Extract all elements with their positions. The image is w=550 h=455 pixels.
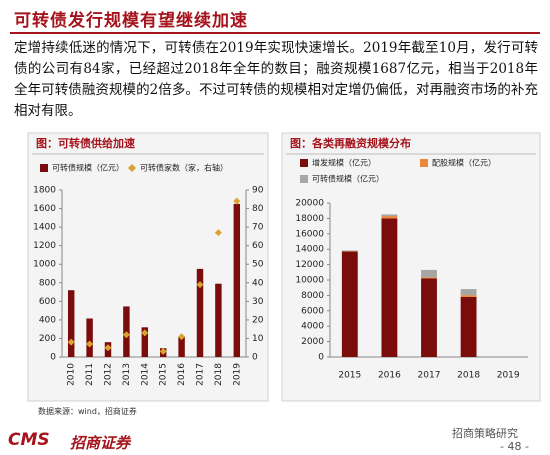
x-tick-label: 2017 xyxy=(196,363,206,386)
y2-tick-label: 20 xyxy=(252,315,264,325)
y2-tick-label: 10 xyxy=(252,334,264,344)
x-tick-label: 2016 xyxy=(378,371,401,381)
x-tick-label: 2011 xyxy=(85,363,95,386)
y-tick-label: 16000 xyxy=(295,229,324,239)
legend-label: 增发规模（亿元） xyxy=(312,158,376,168)
x-tick-label: 2015 xyxy=(159,363,169,386)
x-tick-label: 2017 xyxy=(418,371,441,381)
bar-segment xyxy=(460,296,477,357)
y2-tick-label: 90 xyxy=(252,186,264,196)
y-tick-label: 6000 xyxy=(301,306,324,316)
scatter-point xyxy=(122,331,130,339)
y2-tick-label: 0 xyxy=(252,353,258,363)
bar-segment xyxy=(421,277,437,279)
y-tick-label: 18000 xyxy=(295,214,324,224)
bar-segment xyxy=(460,289,477,296)
x-tick-label: 2010 xyxy=(67,363,77,386)
title-rule xyxy=(10,32,540,34)
scatter-point xyxy=(86,340,94,348)
y-tick-label: 14000 xyxy=(295,245,324,255)
scatter-point xyxy=(104,344,112,352)
y2-tick-label: 60 xyxy=(252,241,264,251)
y-tick-label: 4000 xyxy=(301,322,324,332)
x-tick-label: 2016 xyxy=(177,363,187,386)
x-tick-label: 2012 xyxy=(104,363,114,386)
x-tick-label: 2013 xyxy=(122,363,132,386)
bar-segment xyxy=(460,295,477,297)
legend-swatch xyxy=(128,164,136,172)
bar-segment xyxy=(381,216,398,219)
legend-swatch xyxy=(300,159,308,167)
y2-tick-label: 30 xyxy=(252,297,264,307)
legend-label: 可转债规模（亿元） xyxy=(52,163,124,173)
y-tick-label: 20000 xyxy=(295,199,324,209)
source-note: 数据来源：wind，招商证券 xyxy=(38,407,137,416)
bar-segment xyxy=(341,250,358,252)
bar xyxy=(178,337,185,357)
y2-tick-label: 50 xyxy=(252,260,264,270)
legend-swatch xyxy=(40,164,48,172)
y-tick-label: 0 xyxy=(318,353,324,363)
x-tick-label: 2015 xyxy=(338,371,361,381)
legend-swatch xyxy=(420,159,428,167)
bar xyxy=(86,318,93,357)
y-tick-label: 8000 xyxy=(301,291,324,301)
bar-segment xyxy=(421,278,437,357)
y-tick-label: 600 xyxy=(39,297,56,307)
y2-tick-label: 70 xyxy=(252,223,264,233)
legend-swatch xyxy=(300,175,308,183)
y-tick-label: 2000 xyxy=(301,337,324,347)
chart-title: 图：各类再融资规模分布 xyxy=(290,136,411,150)
y-tick-label: 1200 xyxy=(33,241,56,251)
x-tick-label: 2019 xyxy=(497,371,520,381)
scatter-point xyxy=(214,229,222,237)
legend-label: 配股规模（亿元） xyxy=(432,158,496,168)
legend-label: 可转债家数（家，右轴） xyxy=(140,163,228,173)
y2-tick-label: 80 xyxy=(252,204,264,214)
y-tick-label: 1400 xyxy=(33,223,56,233)
y-tick-label: 10000 xyxy=(295,276,324,286)
page-number: - 48 - xyxy=(500,440,529,453)
x-tick-label: 2014 xyxy=(140,363,150,386)
bar xyxy=(141,327,149,357)
bar xyxy=(233,203,241,357)
y-tick-label: 12000 xyxy=(295,260,324,270)
bar xyxy=(215,283,222,357)
panel xyxy=(27,132,269,402)
legend-label: 可转债规模（亿元） xyxy=(312,174,384,184)
brand: 招商策略研究 xyxy=(452,427,518,440)
bar xyxy=(67,290,75,357)
y-tick-label: 200 xyxy=(39,334,56,344)
bar-segment xyxy=(421,269,437,278)
panel xyxy=(281,132,541,402)
chart-title: 图：可转债供给加速 xyxy=(36,136,135,150)
scatter-point xyxy=(67,338,75,346)
x-tick-label: 2018 xyxy=(457,371,480,381)
y-tick-label: 1000 xyxy=(33,260,56,270)
y-tick-label: 400 xyxy=(39,315,56,325)
scatter-point xyxy=(233,197,241,205)
y-tick-label: 1800 xyxy=(33,186,56,196)
logo: CMS xyxy=(8,430,50,450)
scatter-point xyxy=(141,329,149,337)
company-name: 招商证券 xyxy=(70,434,131,452)
x-tick-label: 2018 xyxy=(214,363,224,386)
scatter-point xyxy=(178,333,186,341)
bar-segment xyxy=(381,218,398,357)
scatter-point xyxy=(196,281,204,289)
scatter-point xyxy=(159,347,167,355)
paragraph: 定增持续低迷的情况下，可转债在2019年实现快速增长。2019年截至10月，发行… xyxy=(14,40,538,119)
x-tick-label: 2019 xyxy=(232,363,242,386)
slide-title: 可转债发行规模有望继续加速 xyxy=(14,11,248,31)
y-tick-label: 800 xyxy=(39,278,56,288)
bar xyxy=(196,268,204,357)
bar-segment xyxy=(381,214,398,217)
y-tick-label: 1600 xyxy=(33,204,56,214)
y2-tick-label: 40 xyxy=(252,278,264,288)
bar-segment xyxy=(341,251,358,357)
y-tick-label: 0 xyxy=(50,353,56,363)
